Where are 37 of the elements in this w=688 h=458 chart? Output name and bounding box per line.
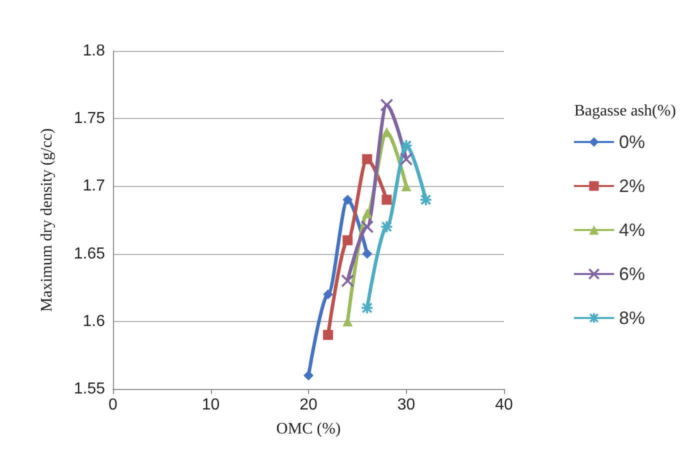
y-tick-label: 1.8: [82, 42, 106, 60]
point: [323, 289, 334, 300]
legend-label: 6%: [618, 264, 645, 284]
legend-label: 0%: [618, 132, 645, 152]
point: [400, 139, 413, 152]
point: [323, 330, 334, 340]
point: [419, 193, 432, 206]
y-tick-label: 1.65: [74, 245, 106, 262]
x-tick-label: 20: [300, 396, 318, 414]
x-tick-label: 0: [108, 396, 118, 414]
point: [382, 194, 392, 205]
legend-label: 2%: [618, 176, 645, 196]
point: [304, 370, 314, 380]
y-tick-label: 1.75: [74, 110, 106, 128]
x-tick-label: 30: [397, 396, 416, 414]
point: [362, 154, 372, 164]
point: [380, 220, 394, 234]
legend-label: 8%: [618, 308, 645, 328]
y-tick-label: 1.6: [82, 312, 106, 330]
point: [401, 181, 412, 192]
point: [380, 98, 394, 112]
x-axis-title: OMC (%): [276, 420, 341, 438]
x-tick-label: 40: [495, 396, 513, 414]
y-tick-label: 1.55: [74, 380, 106, 398]
point: [362, 208, 372, 218]
point: [341, 274, 354, 288]
y-axis-title: Maximum dry density (g/cc): [38, 128, 56, 312]
point: [360, 220, 374, 234]
y-tick-label: 1.7: [82, 178, 106, 195]
point: [400, 152, 413, 166]
point: [362, 248, 372, 259]
point: [342, 194, 353, 205]
x-tick-label: 10: [202, 396, 220, 414]
legend-title: Bagasse ash(%): [574, 102, 676, 120]
legend-label: 4%: [618, 220, 645, 240]
point: [360, 301, 374, 314]
point: [342, 235, 353, 246]
